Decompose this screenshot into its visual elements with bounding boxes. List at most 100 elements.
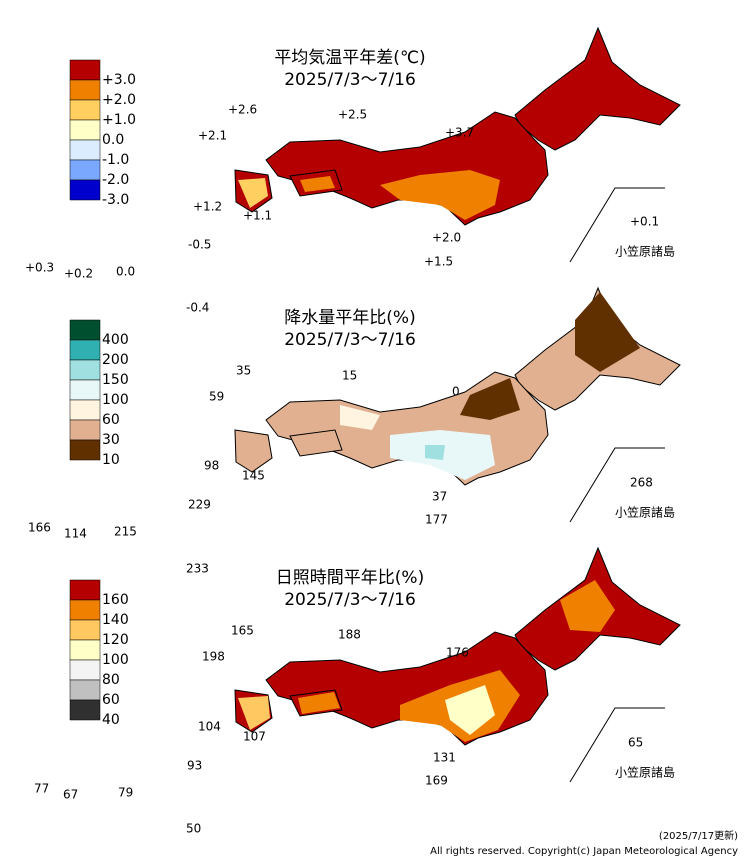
station-value: 79 [118, 786, 133, 800]
legend-swatch [69, 179, 101, 201]
legend-swatch [69, 579, 101, 601]
map-title: 降水量平年比(%) [284, 308, 415, 328]
legend-swatch [69, 619, 101, 641]
legend-label: +1.0 [102, 112, 136, 128]
legend-swatch [69, 599, 101, 621]
map-title: 日照時間平年比(%) [276, 568, 424, 588]
legend-label: 80 [102, 672, 120, 688]
station-value: 114 [64, 527, 87, 541]
station-value: 65 [628, 736, 643, 750]
station-value: 77 [34, 782, 49, 796]
station-value: 145 [242, 469, 265, 483]
station-value: 268 [630, 476, 653, 490]
station-value: 188 [338, 628, 361, 642]
station-value: +0.2 [64, 267, 93, 281]
station-value: 小笠原諸島 [615, 505, 675, 520]
station-value: 0.0 [116, 265, 135, 279]
station-value: 35 [236, 364, 251, 378]
station-value: 198 [202, 650, 225, 664]
labels: 平均気温平年差(℃)2025/7/3～7/16+3.0+2.0+1.00.0-1… [25, 48, 675, 836]
legend-swatch [69, 139, 101, 161]
legend-label: 100 [102, 652, 129, 668]
legend-swatch [69, 59, 101, 81]
legend-swatch [69, 99, 101, 121]
legend-swatch [69, 339, 101, 361]
legend-swatch [69, 419, 101, 441]
legend-swatch [69, 659, 101, 681]
station-value: -0.5 [188, 238, 211, 252]
legend-swatch [69, 639, 101, 661]
legend-label: -3.0 [102, 192, 129, 208]
station-value: +1.5 [424, 255, 453, 269]
station-value: 177 [425, 513, 448, 527]
legend-swatch [69, 439, 101, 461]
map-temperature [234, 27, 681, 226]
station-value: +2.5 [338, 108, 367, 122]
legend-label: 10 [102, 452, 120, 468]
station-value: 0 [452, 385, 460, 399]
station-value: +2.1 [198, 129, 227, 143]
legend-swatch [69, 679, 101, 701]
station-value: 233 [186, 562, 209, 576]
station-value: 98 [204, 459, 219, 473]
map-title: 平均気温平年差(℃) [274, 48, 425, 68]
legend-label: 140 [102, 612, 129, 628]
legend-label: -2.0 [102, 172, 129, 188]
station-value: +1.1 [243, 209, 272, 223]
map-period: 2025/7/3～7/16 [284, 330, 416, 350]
station-value: 50 [186, 822, 201, 836]
station-value: -0.4 [186, 301, 209, 315]
map-period: 2025/7/3～7/16 [284, 590, 416, 610]
station-value: +2.6 [228, 103, 257, 117]
legend-label: 150 [102, 372, 129, 388]
station-value: 67 [63, 788, 78, 802]
update-date: (2025/7/17更新) [659, 829, 738, 842]
station-value: 166 [28, 521, 51, 535]
legend-swatch [69, 699, 101, 721]
legend-label: -1.0 [102, 152, 129, 168]
legend-label: 60 [102, 692, 120, 708]
station-value: 小笠原諸島 [615, 244, 675, 259]
legend-label: 120 [102, 632, 129, 648]
station-value: 131 [433, 751, 456, 765]
legend-swatch [69, 319, 101, 341]
station-value: 165 [231, 624, 254, 638]
legend-label: 40 [102, 712, 120, 728]
station-value: 229 [188, 498, 211, 512]
legend-label: 30 [102, 432, 120, 448]
legend-label: +3.0 [102, 72, 136, 88]
station-value: +1.2 [193, 200, 222, 214]
map-precipitation [234, 287, 681, 486]
legend-label: +2.0 [102, 92, 136, 108]
maps [234, 27, 681, 746]
legend-label: 60 [102, 412, 120, 428]
legend-swatch [69, 159, 101, 181]
legend-swatch [69, 359, 101, 381]
legend-label: 160 [102, 592, 129, 608]
station-value: +3.7 [445, 126, 474, 140]
legend-label: 400 [102, 332, 129, 348]
legend-swatch [69, 79, 101, 101]
station-value: 104 [198, 720, 221, 734]
station-value: 59 [209, 390, 224, 404]
station-value: 93 [187, 759, 202, 773]
legend-swatch [69, 119, 101, 141]
station-value: +0.1 [630, 215, 659, 229]
station-value: 107 [243, 730, 266, 744]
copyright: All rights reserved. Copyright(c) Japan … [430, 846, 738, 857]
station-value: 37 [432, 490, 447, 504]
map-sunshine [234, 547, 681, 746]
station-value: +2.0 [432, 231, 461, 245]
legend-label: 0.0 [102, 132, 124, 148]
station-value: 小笠原諸島 [615, 765, 675, 780]
bonin-frames [569, 187, 665, 783]
station-value: 169 [425, 774, 448, 788]
legend-label: 200 [102, 352, 129, 368]
legend-swatch [69, 399, 101, 421]
station-value: 176 [446, 646, 469, 660]
station-value: 215 [114, 525, 137, 539]
legend-label: 100 [102, 392, 129, 408]
legend-swatch [69, 379, 101, 401]
map-period: 2025/7/3～7/16 [284, 70, 416, 90]
